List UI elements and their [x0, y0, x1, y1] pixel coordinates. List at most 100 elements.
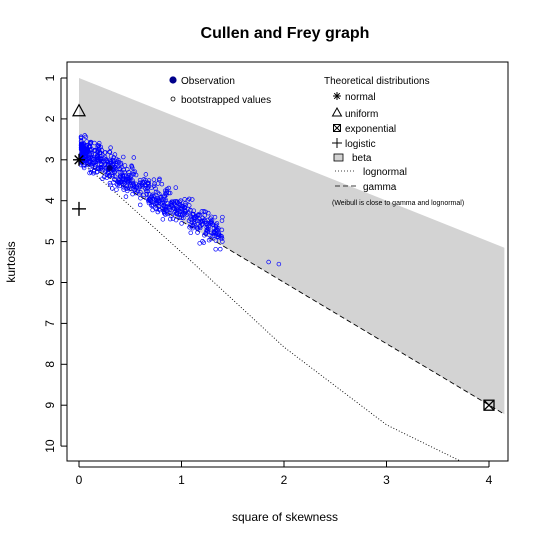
bootstrap-point [124, 186, 130, 191]
bootstrap-point [137, 192, 142, 197]
bootstrap-point [131, 169, 136, 175]
legend-theoretical: Theoretical distributions normal uniform… [324, 76, 464, 207]
bootstrap-point [161, 202, 166, 208]
bootstrap-point [90, 157, 96, 162]
beta-region-polygon [79, 78, 505, 415]
bootstrap-point [208, 236, 214, 242]
bootstrap-point [190, 212, 195, 217]
bootstrap-point [143, 186, 148, 191]
bootstrap-point [204, 227, 210, 232]
bootstrap-point [89, 147, 95, 152]
bootstrap-point [130, 165, 135, 171]
bootstrap-point [188, 230, 193, 236]
bootstrap-point [151, 177, 157, 182]
bootstrap-point [166, 210, 172, 216]
bootstrap-point [159, 181, 165, 187]
bootstrap-point [95, 165, 101, 170]
bootstrap-point [178, 208, 183, 214]
bootstrap-point [99, 164, 105, 170]
y-tick-label: 1 [43, 74, 57, 81]
legend-lognormal-label: lognormal [363, 167, 407, 178]
bootstrap-point [150, 203, 156, 208]
bootstrap-point [99, 148, 105, 153]
bootstrap-point [111, 159, 117, 165]
bootstrap-point [81, 147, 87, 152]
bootstrap-point [119, 170, 125, 175]
bootstrap-point [102, 154, 108, 160]
bootstrap-point [162, 207, 167, 213]
bootstrap-point [146, 178, 152, 183]
bootstrap-point [153, 189, 159, 195]
exponential-marker-box [483, 399, 495, 411]
bootstrap-point [153, 205, 158, 211]
bootstrap-point [80, 146, 86, 151]
bootstrap-point [153, 186, 158, 191]
bootstrap-point [191, 219, 197, 224]
bootstrap-point [104, 172, 110, 177]
bootstrap-point [143, 172, 149, 177]
bootstrap-point [122, 163, 128, 168]
bootstrap-point [96, 166, 102, 172]
bootstrap-point [166, 185, 172, 191]
bootstrap-point [93, 164, 98, 170]
bootstrap-point [95, 150, 100, 155]
x-axis-title: square of skewness [232, 510, 338, 524]
bootstrap-point [94, 169, 99, 175]
bootstrap-point [126, 169, 132, 175]
legend-bootstrap-label: bootstrapped values [181, 95, 271, 106]
bootstrap-point [118, 179, 124, 185]
bootstrap-point [131, 155, 137, 160]
bootstrap-point [201, 209, 207, 214]
bootstrap-point [168, 200, 174, 206]
bootstrap-point [220, 214, 225, 220]
bootstrap-point [182, 208, 188, 214]
bootstrap-point [154, 198, 160, 204]
bootstrap-point [214, 226, 219, 232]
bootstrap-point [217, 232, 222, 238]
bootstrap-point [177, 214, 183, 220]
bootstrap-point [151, 193, 157, 199]
y-tick-label: 10 [43, 439, 57, 453]
bootstrap-point [172, 209, 177, 215]
bootstrap-point [137, 202, 143, 208]
bootstrap-point [130, 191, 135, 197]
bootstrap-point [210, 222, 215, 227]
bootstrap-point [114, 181, 120, 187]
bootstrap-point [127, 178, 132, 183]
bootstrap-point [112, 152, 118, 157]
legend-gamma-label: gamma [363, 182, 397, 193]
axes: 0 1 2 3 4 1 2 3 4 5 6 7 8 9 10 [43, 61, 509, 487]
bootstrap-point [123, 194, 129, 199]
bootstrap-point [188, 208, 193, 213]
bootstrap-point [137, 177, 143, 183]
bootstrap-point [215, 227, 220, 233]
bootstrap-point [197, 241, 202, 246]
bootstrap-point [186, 218, 192, 223]
bootstrap-point [95, 158, 101, 164]
bootstrap-point [161, 197, 166, 203]
bootstrap-point [84, 142, 90, 148]
bootstrap-point [204, 228, 209, 233]
bootstrap-point [140, 184, 146, 189]
bootstrap-point [152, 181, 157, 187]
bootstrap-point [133, 172, 139, 178]
bootstrap-point [83, 147, 89, 152]
y-tick-label: 5 [43, 238, 57, 245]
bootstrap-point [202, 233, 207, 238]
bootstrap-point [138, 190, 143, 195]
bootstrap-point [190, 225, 195, 231]
bootstrap-point [138, 195, 143, 201]
bootstrap-point [195, 226, 200, 232]
asterisk-icon [333, 92, 341, 100]
x-tick-label: 1 [178, 473, 185, 487]
bootstrap-point [125, 188, 130, 194]
bootstrap-point [213, 246, 218, 252]
bootstrap-point [125, 177, 131, 182]
bootstrap-point [183, 202, 188, 208]
bootstrap-point [121, 176, 127, 181]
bootstrap-point [96, 143, 102, 148]
y-axis-title: kurtosis [4, 241, 18, 282]
legend-bootstrap-marker [170, 96, 176, 102]
bootstrap-point [188, 223, 193, 228]
